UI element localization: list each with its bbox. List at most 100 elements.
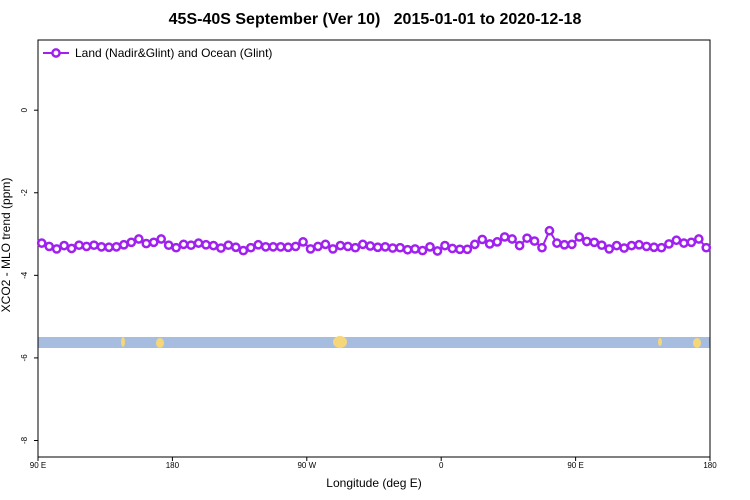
data-point [253, 239, 264, 250]
data-point [679, 238, 689, 248]
data-point [66, 243, 77, 254]
y-tick-label: -2 [20, 189, 29, 197]
data-point [133, 234, 144, 244]
data-point [701, 242, 712, 253]
legend-label: Land (Nadir&Glint) and Ocean (Glint) [75, 46, 272, 60]
data-point [51, 244, 62, 254]
data-point [387, 243, 398, 253]
data-point [96, 241, 107, 252]
data-point [216, 243, 226, 253]
data-point [574, 232, 585, 242]
data-point [320, 239, 331, 250]
data-point [119, 239, 129, 250]
data-point [634, 239, 644, 250]
data-point [231, 242, 241, 253]
data-point [425, 241, 435, 252]
land-patch [658, 338, 662, 346]
land-patch [693, 338, 701, 348]
data-point [260, 241, 271, 252]
ocean-band [38, 337, 710, 348]
x-tick-label: 0 [439, 461, 444, 470]
y-tick-label: -4 [20, 271, 29, 279]
data-point [581, 236, 592, 247]
y-tick-label: -6 [20, 354, 29, 362]
data-point [268, 241, 279, 252]
data-point [208, 240, 219, 251]
data-point [313, 241, 323, 252]
data-point [380, 241, 391, 252]
data-point [484, 239, 495, 249]
data-point [290, 241, 301, 252]
data-point [544, 225, 555, 236]
data-point [529, 236, 540, 246]
legend-marker [51, 48, 61, 58]
data-point [693, 234, 704, 244]
data-point [455, 244, 465, 255]
data-point [298, 237, 308, 247]
data-point [686, 237, 697, 248]
data-point [245, 242, 256, 253]
x-axis-label: Longitude (deg E) [326, 476, 421, 490]
x-tick-label: 180 [166, 461, 180, 470]
data-point [552, 238, 562, 248]
data-point [417, 245, 428, 256]
data-point [223, 240, 234, 251]
data-point [126, 237, 137, 248]
data-point [44, 241, 55, 252]
data-point [604, 244, 615, 254]
data-point [611, 240, 622, 251]
data-point [156, 234, 167, 244]
data-point [656, 242, 667, 253]
data-point [193, 238, 204, 248]
data-point [626, 240, 637, 251]
data-point [350, 242, 361, 253]
data-point [186, 240, 196, 251]
data-point [589, 237, 600, 248]
data-point [477, 234, 488, 245]
data-point [328, 244, 338, 254]
data-point [171, 242, 181, 253]
x-tick-label: 90 E [567, 461, 583, 470]
y-tick-label: -8 [20, 436, 29, 444]
data-point [514, 240, 525, 251]
x-tick-label: 90 E [30, 461, 46, 470]
x-tick-label: 180 [703, 461, 717, 470]
data-point [664, 239, 674, 249]
data-point [522, 233, 532, 244]
data-point [402, 244, 413, 255]
data-point [36, 238, 47, 248]
data-point [499, 232, 510, 242]
data-point [440, 240, 450, 251]
data-point [372, 242, 383, 253]
data-point [567, 239, 577, 250]
data-point [178, 239, 189, 250]
data-point [89, 240, 99, 251]
land-patch [156, 338, 164, 348]
y-tick-label: 0 [20, 107, 29, 112]
data-point [619, 243, 629, 253]
data-point [283, 242, 293, 253]
data-point [671, 235, 682, 246]
data-point [559, 239, 570, 250]
data-point [649, 242, 659, 253]
land-patch [121, 337, 125, 347]
data-point [104, 242, 114, 253]
data-point [447, 243, 458, 254]
data-point [148, 237, 159, 248]
data-point [596, 240, 607, 251]
data-point [74, 240, 84, 251]
land-patch [333, 336, 347, 348]
y-axis-label: XCO2 - MLO trend (ppm) [0, 178, 13, 313]
data-point [163, 240, 174, 251]
data-point [469, 239, 480, 250]
data-point [507, 234, 517, 244]
data-point [343, 241, 353, 252]
data-point [410, 244, 420, 254]
data-point [201, 239, 211, 250]
data-point [537, 242, 547, 253]
land-ocean-strip [38, 336, 710, 348]
data-point [432, 246, 443, 256]
data-point [641, 241, 652, 252]
